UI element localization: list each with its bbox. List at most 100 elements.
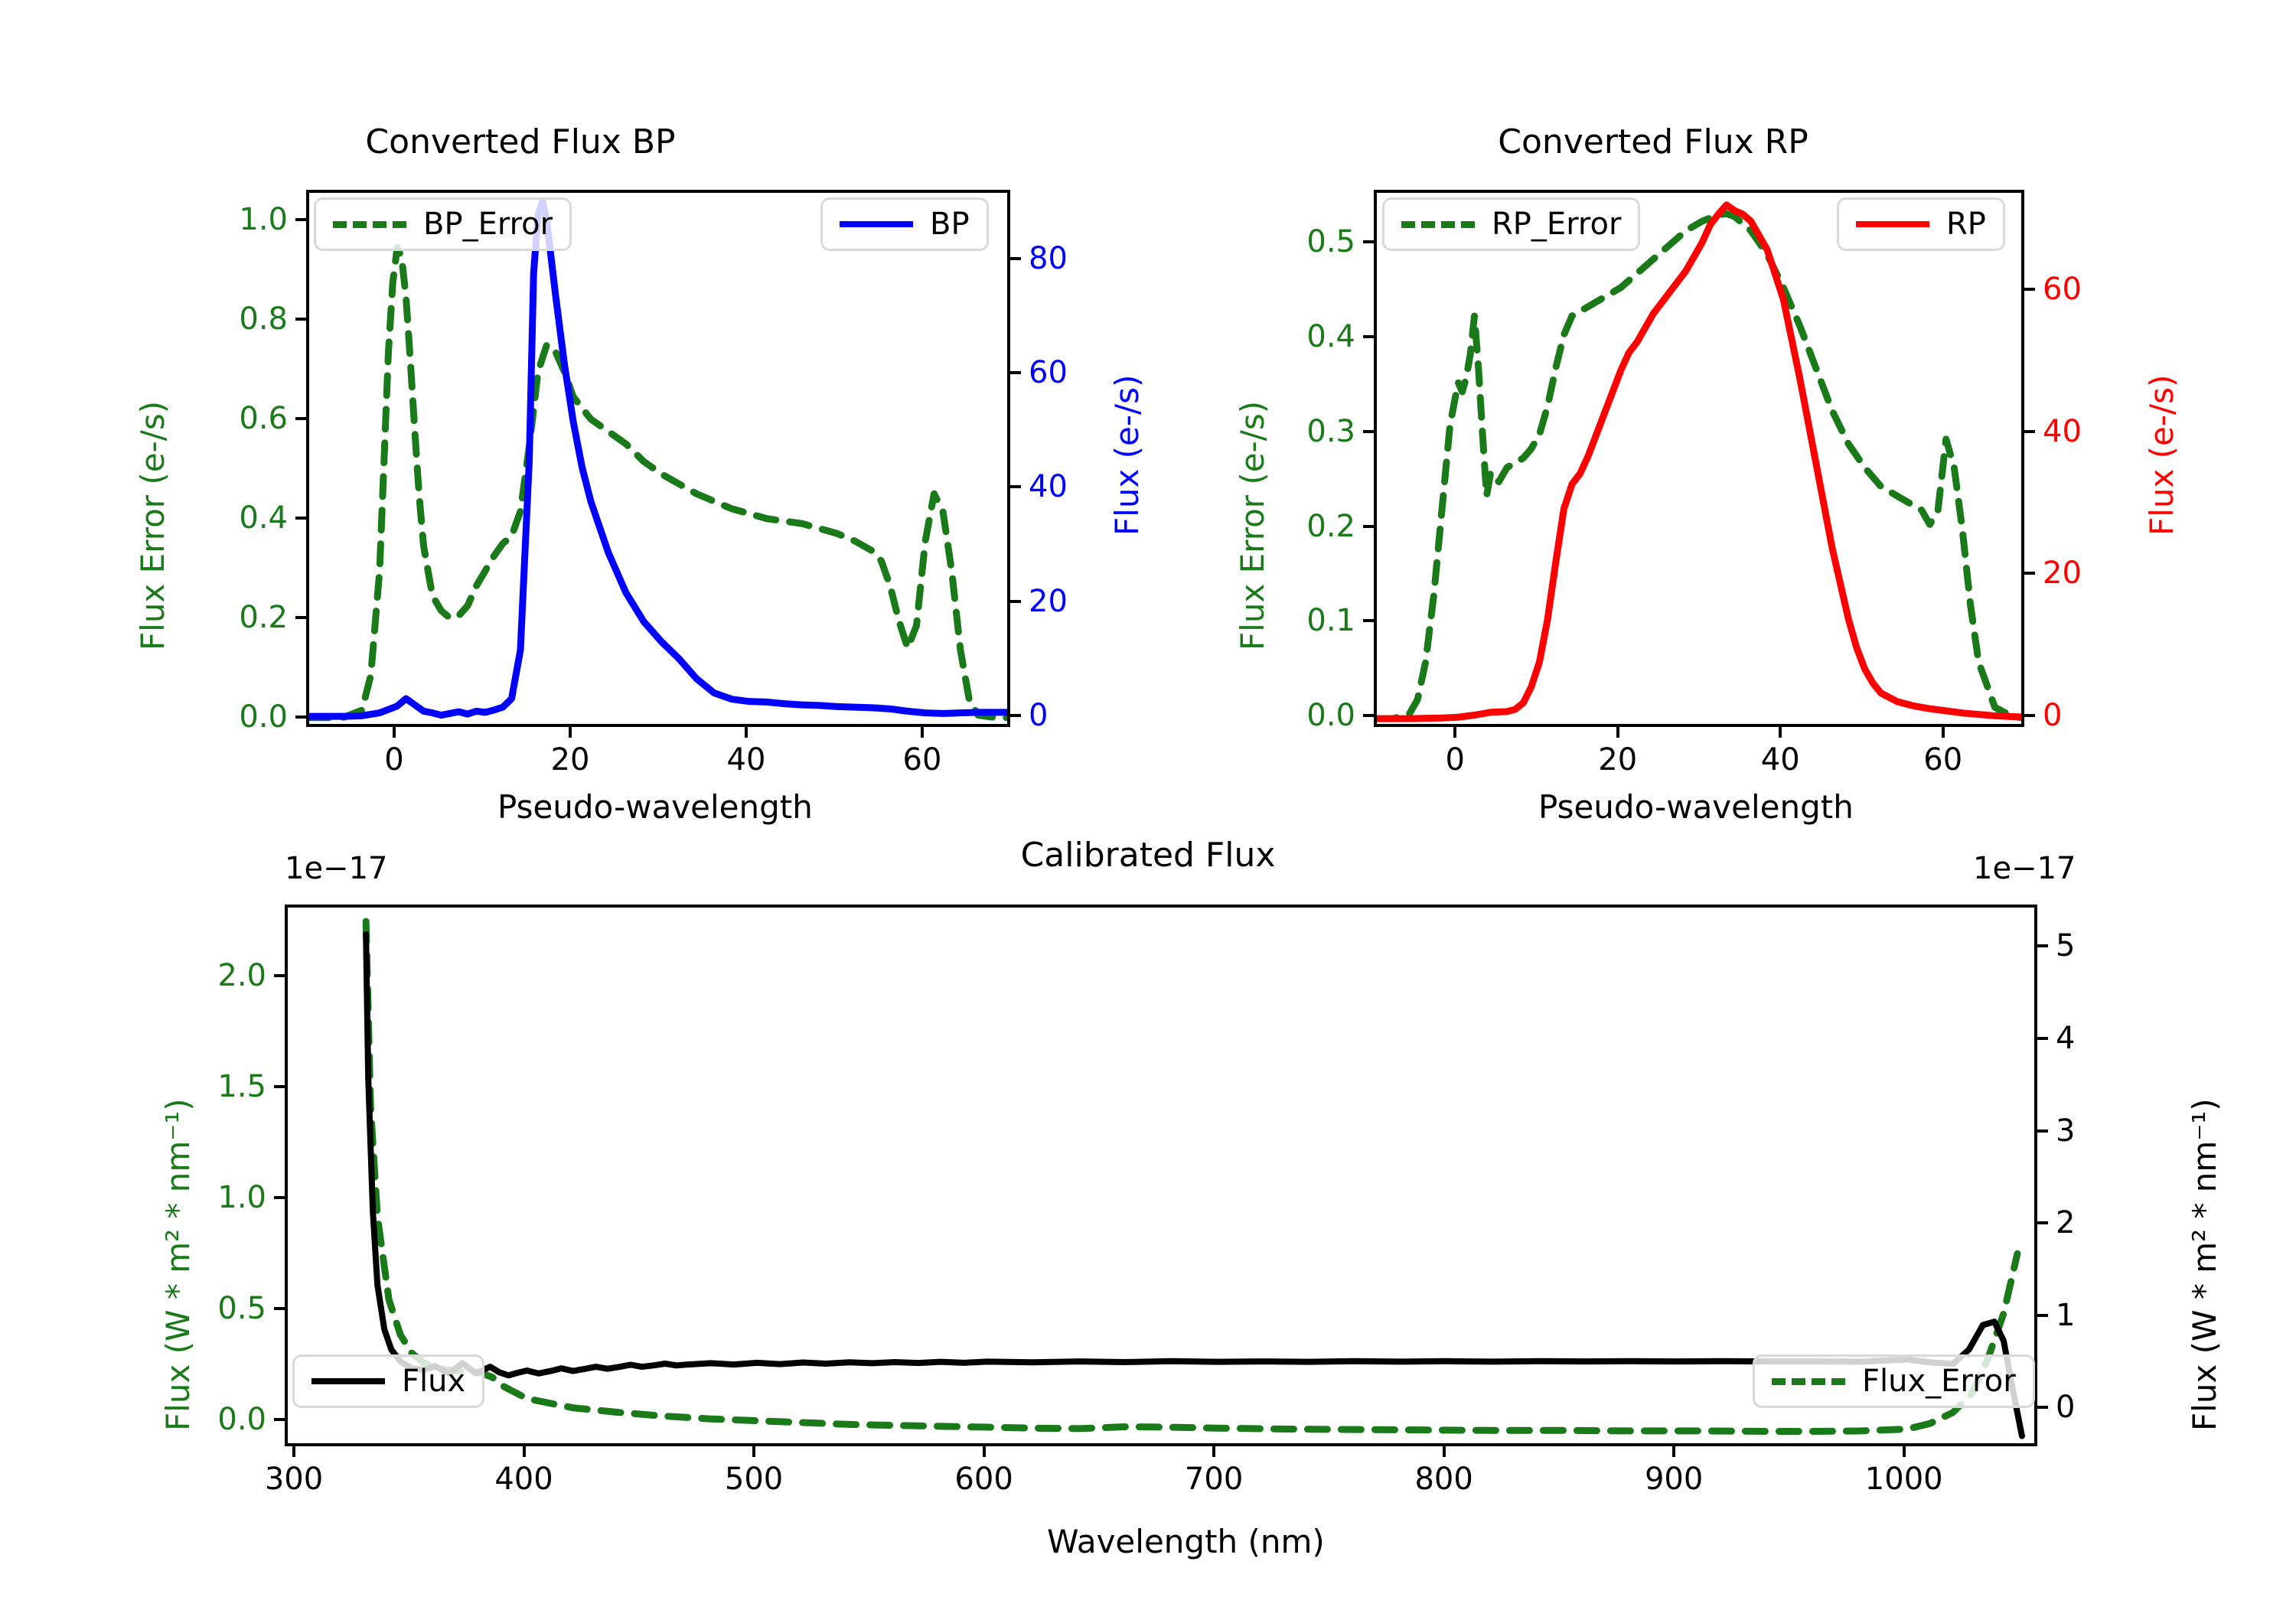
- bp-xticks-label: 60: [902, 742, 942, 777]
- bp-panel-title: Converted Flux BP: [365, 122, 676, 161]
- tick-mark: [1010, 370, 1021, 374]
- rp-flux-legend[interactable]: RP: [1837, 197, 2005, 251]
- bp-righty-label: 20: [1029, 583, 1068, 619]
- tick-mark: [2024, 714, 2035, 718]
- bp-y-axis-label-left: Flux Error (e-/s): [134, 400, 171, 650]
- rp-xticks-label: 20: [1598, 742, 1638, 777]
- tick-mark: [2024, 288, 2035, 291]
- bp-flux-legend[interactable]: BP: [820, 197, 989, 251]
- rp-righty-label: 0: [2043, 698, 2063, 734]
- calibrated-right-offset-label: 1e−17: [1973, 851, 2076, 886]
- rp-y-axis-label-left: Flux Error (e-/s): [1234, 400, 1271, 650]
- cal-xticks-label: 600: [954, 1462, 1013, 1497]
- rp-xticks-label: 0: [1445, 742, 1465, 777]
- rp-righty-label: 40: [2043, 413, 2082, 449]
- bp-lefty-label: 0.4: [239, 500, 288, 536]
- tick-mark: [1010, 256, 1021, 260]
- tick-mark: [295, 417, 306, 420]
- rp-lefty-label: 0.2: [1306, 508, 1355, 544]
- calibrated-x-axis-label: Wavelength (nm): [1047, 1523, 1325, 1560]
- cal-righty-label: 0: [2056, 1390, 2076, 1426]
- rp-righty-label: 20: [2043, 556, 2082, 592]
- rp-righty-label: 60: [2043, 272, 2082, 307]
- bp-xticks-label: 0: [384, 742, 404, 777]
- tick-mark: [393, 727, 396, 738]
- calibrated-plot-area: [285, 905, 2037, 1446]
- tick-mark: [2037, 1221, 2048, 1225]
- bp-xticks-label: 20: [550, 742, 590, 777]
- bp-righty-label: 60: [1029, 354, 1068, 390]
- tick-mark: [295, 616, 306, 619]
- cal-righty-label: 2: [2056, 1205, 2076, 1241]
- tick-mark: [1616, 727, 1619, 738]
- cal-righty-label: 5: [2056, 928, 2076, 964]
- rp-flux-line: [1377, 201, 2021, 722]
- rp-error-legend[interactable]: RP_Error: [1382, 197, 1641, 251]
- tick-mark: [745, 727, 748, 738]
- bp-lefty-label: 0.2: [239, 600, 288, 635]
- calibrated-y-axis-label-right: Flux (W * m² * nm⁻¹): [2186, 1098, 2223, 1431]
- bp-righty-label: 0: [1029, 698, 1049, 734]
- tick-mark: [1453, 727, 1457, 738]
- tick-mark: [1363, 429, 1374, 433]
- bp-flux-legend-label: BP: [930, 207, 970, 242]
- tick-mark: [292, 1446, 296, 1457]
- bp-lefty-label: 0.8: [239, 302, 288, 337]
- rp-panel-title: Converted Flux RP: [1498, 122, 1808, 161]
- tick-mark: [1672, 1446, 1676, 1457]
- calibrated-panel-title: Calibrated Flux: [1020, 836, 1276, 875]
- tick-mark: [982, 1446, 986, 1457]
- cal-xticks-label: 800: [1414, 1462, 1473, 1497]
- dashed-line-swatch-icon: [1401, 220, 1475, 228]
- cal-xticks-label: 300: [264, 1462, 324, 1497]
- tick-mark: [2024, 572, 2035, 575]
- tick-mark: [921, 727, 924, 738]
- tick-mark: [274, 1196, 285, 1200]
- rp-xticks-label: 40: [1760, 742, 1800, 777]
- cal-righty-label: 3: [2056, 1113, 2076, 1149]
- calibrated-flux-error-legend-label: Flux_Error: [1862, 1364, 2016, 1399]
- cal-lefty-label: 1.5: [217, 1068, 266, 1104]
- rp-x-axis-label: Pseudo-wavelength: [1538, 788, 1854, 826]
- tick-mark: [2037, 944, 2048, 948]
- calibrated-flux-error-legend[interactable]: Flux_Error: [1753, 1354, 2035, 1408]
- tick-mark: [274, 1307, 285, 1311]
- bp-error-legend[interactable]: BP_Error: [314, 197, 572, 251]
- rp-lefty-label: 0.4: [1306, 318, 1355, 354]
- tick-mark: [1941, 727, 1945, 738]
- calibrated-left-offset-label: 1e−17: [285, 851, 388, 886]
- cal-lefty-label: 0.0: [217, 1402, 266, 1438]
- tick-mark: [2037, 1129, 2048, 1133]
- tick-mark: [274, 1418, 285, 1422]
- tick-mark: [1363, 619, 1374, 623]
- rp-error-line: [1377, 210, 2021, 722]
- cal-righty-label: 4: [2056, 1020, 2076, 1056]
- bp-righty-label: 80: [1029, 240, 1068, 276]
- calibrated-y-axis-label-left: Flux (W * m² * nm⁻¹): [159, 1098, 197, 1431]
- tick-mark: [752, 1446, 756, 1457]
- bp-righty-label: 40: [1029, 469, 1068, 505]
- rp-lefty-label: 0.5: [1306, 224, 1355, 260]
- bp-y-axis-label-right: Flux (e-/s): [1108, 374, 1146, 536]
- tick-mark: [1363, 334, 1374, 338]
- rp-xticks-label: 60: [1923, 742, 1963, 777]
- tick-mark: [274, 973, 285, 977]
- calibrated-flux-legend[interactable]: Flux: [292, 1354, 485, 1408]
- solid-line-swatch-icon: [311, 1378, 385, 1384]
- tick-mark: [295, 218, 306, 221]
- tick-mark: [569, 727, 572, 738]
- tick-mark: [2037, 1313, 2048, 1317]
- bp-lefty-label: 1.0: [239, 202, 288, 237]
- tick-mark: [2037, 1406, 2048, 1410]
- tick-mark: [295, 517, 306, 520]
- cal-lefty-label: 1.0: [217, 1180, 266, 1216]
- bp-curves: [309, 197, 1007, 722]
- bp-x-axis-label: Pseudo-wavelength: [497, 788, 813, 826]
- bp-xticks-label: 40: [726, 742, 766, 777]
- tick-mark: [1010, 599, 1021, 603]
- tick-mark: [1010, 485, 1021, 489]
- cal-xticks-label: 900: [1644, 1462, 1704, 1497]
- cal-lefty-label: 2.0: [217, 957, 266, 993]
- rp-lefty-label: 0.0: [1306, 698, 1355, 734]
